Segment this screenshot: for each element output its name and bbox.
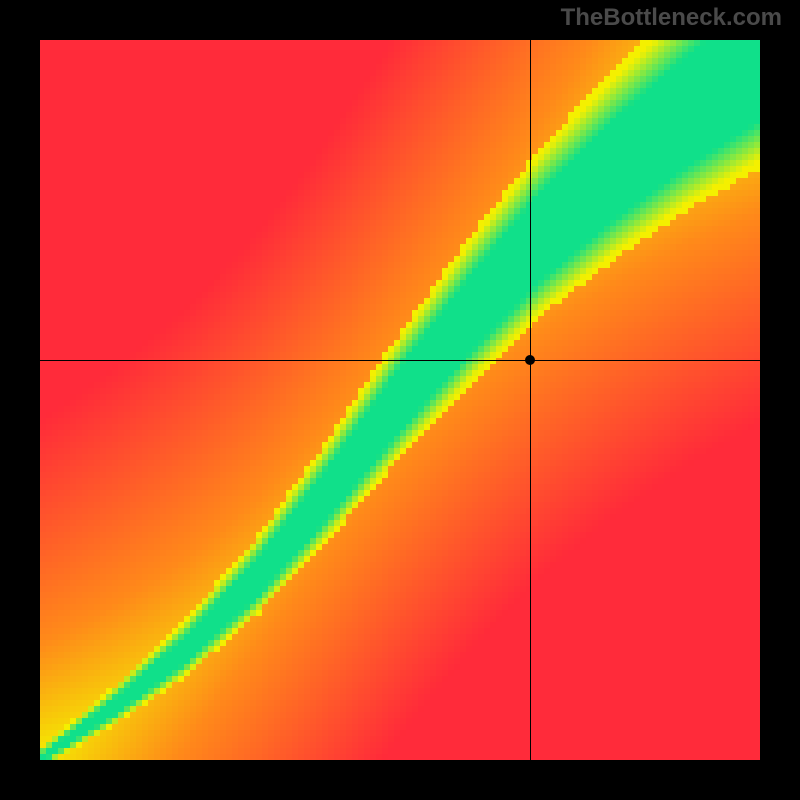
plot-area: [40, 40, 760, 760]
data-point-marker: [525, 355, 535, 365]
heatmap-canvas: [40, 40, 760, 760]
watermark-text: TheBottleneck.com: [561, 4, 782, 32]
chart-container: TheBottleneck.com: [0, 0, 800, 800]
crosshair-horizontal: [40, 360, 760, 361]
crosshair-vertical: [530, 40, 531, 760]
